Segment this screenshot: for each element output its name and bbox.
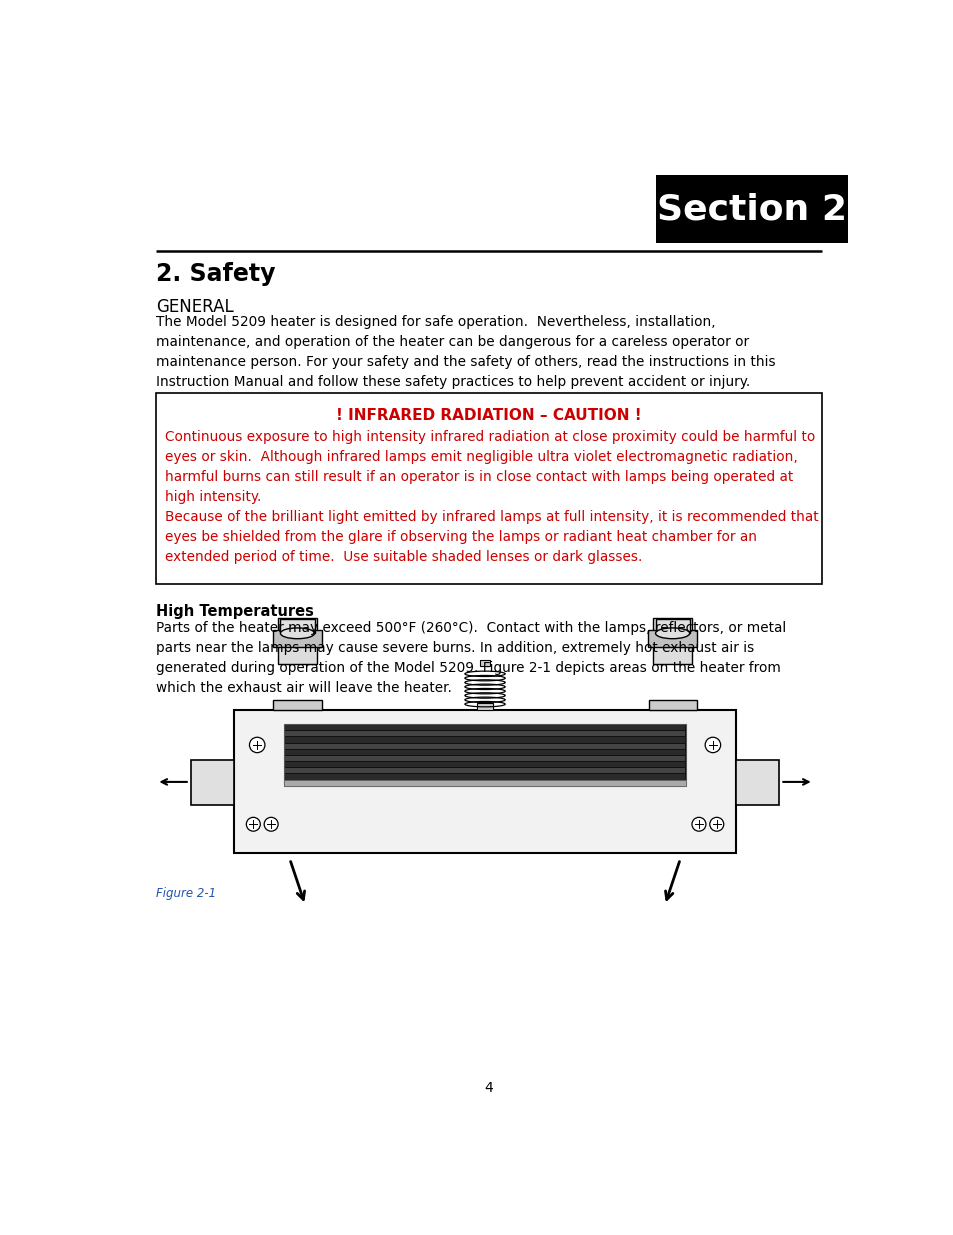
Ellipse shape (655, 627, 689, 638)
Text: Parts of the heater may exceed 500°F (260°C).  Contact with the lamps, reflector: Parts of the heater may exceed 500°F (26… (155, 621, 785, 695)
Text: High Temperatures: High Temperatures (155, 604, 314, 619)
Bar (273, 630, 322, 647)
Bar (278, 618, 316, 664)
Ellipse shape (280, 627, 314, 638)
Bar (285, 737, 684, 742)
Bar (285, 768, 684, 773)
Bar (274, 699, 321, 710)
Bar (233, 710, 736, 852)
Bar (285, 725, 684, 730)
Text: GENERAL: GENERAL (155, 298, 233, 316)
Bar (647, 630, 697, 647)
Bar (285, 781, 684, 785)
Bar (285, 731, 684, 736)
Bar (653, 618, 691, 664)
Text: The Model 5209 heater is designed for safe operation.  Nevertheless, installatio: The Model 5209 heater is designed for sa… (155, 315, 775, 389)
Bar (285, 774, 684, 779)
Text: 2. Safety: 2. Safety (155, 262, 274, 287)
Circle shape (246, 818, 260, 831)
Circle shape (704, 737, 720, 752)
Text: Continuous exposure to high intensity infrared radiation at close proximity coul: Continuous exposure to high intensity in… (165, 430, 815, 504)
Bar (648, 699, 696, 710)
Bar (285, 743, 684, 748)
Text: 4: 4 (484, 1082, 493, 1095)
Bar (155, 393, 821, 584)
Text: Because of the brilliant light emitted by infrared lamps at full intensity, it i: Because of the brilliant light emitted b… (165, 510, 818, 564)
Bar (284, 781, 685, 785)
Text: Figure 2-1: Figure 2-1 (155, 888, 215, 900)
Bar (285, 756, 684, 761)
Circle shape (691, 818, 705, 831)
Bar (655, 620, 689, 634)
Text: ! INFRARED RADIATION – CAUTION !: ! INFRARED RADIATION – CAUTION ! (335, 409, 641, 424)
Bar (656, 175, 847, 243)
Bar (280, 620, 314, 634)
Bar (285, 750, 684, 755)
Bar (284, 724, 685, 785)
Bar (476, 703, 493, 710)
Bar (285, 762, 684, 767)
Circle shape (249, 737, 265, 752)
Text: Section 2: Section 2 (657, 191, 846, 226)
Circle shape (264, 818, 278, 831)
Bar (736, 761, 778, 805)
Bar (192, 761, 233, 805)
Circle shape (709, 818, 723, 831)
Bar (479, 661, 490, 667)
